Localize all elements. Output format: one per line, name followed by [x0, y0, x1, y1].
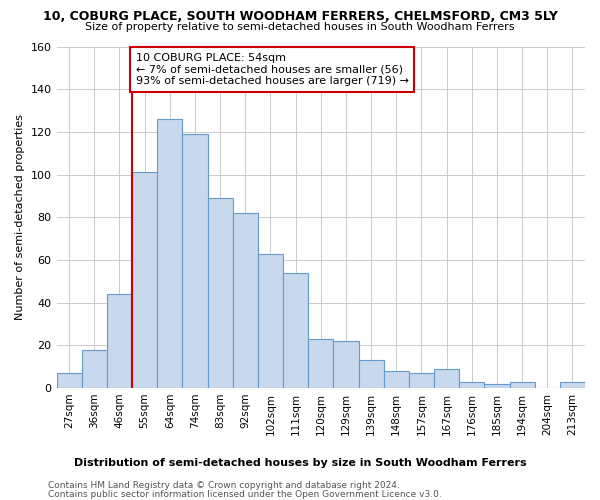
Bar	[208, 198, 233, 388]
Bar	[459, 382, 484, 388]
Bar	[107, 294, 132, 388]
Bar	[258, 254, 283, 388]
Y-axis label: Number of semi-detached properties: Number of semi-detached properties	[15, 114, 25, 320]
Bar	[383, 371, 409, 388]
Bar	[233, 213, 258, 388]
Bar	[157, 119, 182, 388]
Text: Distribution of semi-detached houses by size in South Woodham Ferrers: Distribution of semi-detached houses by …	[74, 458, 526, 468]
Text: Contains public sector information licensed under the Open Government Licence v3: Contains public sector information licen…	[48, 490, 442, 499]
Bar	[359, 360, 383, 388]
Bar	[308, 339, 334, 388]
Bar	[509, 382, 535, 388]
Bar	[409, 373, 434, 388]
Text: 10 COBURG PLACE: 54sqm
← 7% of semi-detached houses are smaller (56)
93% of semi: 10 COBURG PLACE: 54sqm ← 7% of semi-deta…	[136, 53, 409, 86]
Text: Size of property relative to semi-detached houses in South Woodham Ferrers: Size of property relative to semi-detach…	[85, 22, 515, 32]
Text: 10, COBURG PLACE, SOUTH WOODHAM FERRERS, CHELMSFORD, CM3 5LY: 10, COBURG PLACE, SOUTH WOODHAM FERRERS,…	[43, 10, 557, 23]
Bar	[484, 384, 509, 388]
Bar	[434, 369, 459, 388]
Bar	[132, 172, 157, 388]
Bar	[182, 134, 208, 388]
Bar	[283, 273, 308, 388]
Text: Contains HM Land Registry data © Crown copyright and database right 2024.: Contains HM Land Registry data © Crown c…	[48, 481, 400, 490]
Bar	[82, 350, 107, 388]
Bar	[560, 382, 585, 388]
Bar	[334, 341, 359, 388]
Bar	[56, 373, 82, 388]
